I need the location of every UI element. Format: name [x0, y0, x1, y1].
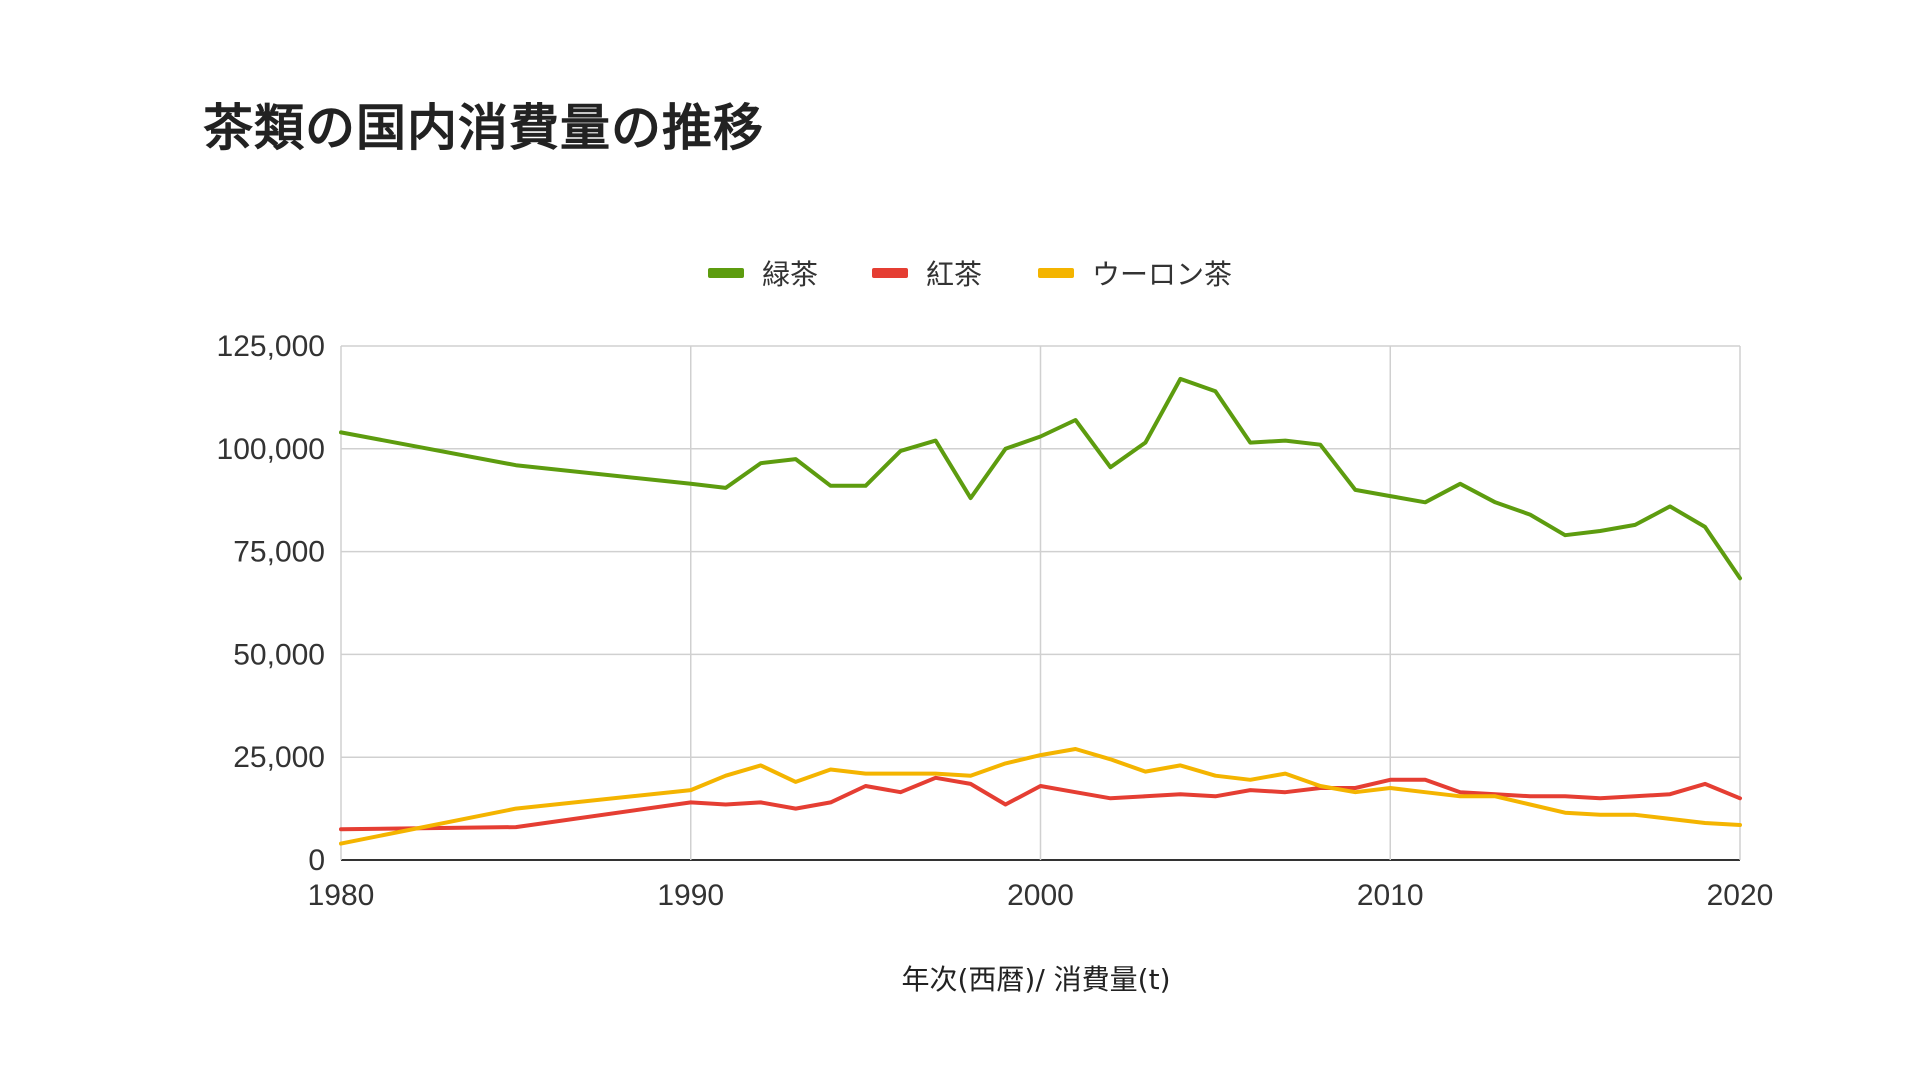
- series-line-0: [339, 376, 1742, 581]
- x-tick-label: 2020: [1707, 879, 1774, 912]
- y-tick-label: 0: [308, 844, 325, 877]
- series-line-1: [339, 775, 1742, 832]
- grid-layer: [340, 345, 1741, 861]
- x-tick-label: 2000: [1007, 879, 1074, 912]
- legend-swatch-1: [872, 268, 908, 278]
- legend-label-0: 緑茶: [762, 258, 818, 291]
- x-tick-label: 2010: [1357, 879, 1424, 912]
- y-tick-label: 75,000: [233, 536, 325, 569]
- legend-label-2: ウーロン茶: [1092, 258, 1232, 291]
- y-tick-label: 100,000: [217, 433, 325, 466]
- legend-swatch-0: [708, 268, 744, 278]
- legend-label-1: 紅茶: [926, 258, 982, 291]
- y-tick-label: 50,000: [233, 638, 325, 671]
- series-layer: [339, 376, 1742, 846]
- tick-layer: 0 25,000 50,000 75,000 100,000 125,000 1980 199…: [217, 330, 1774, 912]
- legend: 緑茶 紅茶 ウーロン茶: [708, 258, 1232, 291]
- x-tick-label: 1980: [308, 879, 375, 912]
- y-tick-label: 125,000: [217, 330, 325, 363]
- series-line-2: [339, 747, 1742, 846]
- x-axis-title: 年次(西暦)/ 消費量(t): [901, 963, 1170, 996]
- legend-swatch-2: [1038, 268, 1074, 278]
- x-tick-label: 1990: [657, 879, 724, 912]
- chart-title: 茶類の国内消費量の推移: [203, 99, 764, 157]
- y-tick-label: 25,000: [233, 741, 325, 774]
